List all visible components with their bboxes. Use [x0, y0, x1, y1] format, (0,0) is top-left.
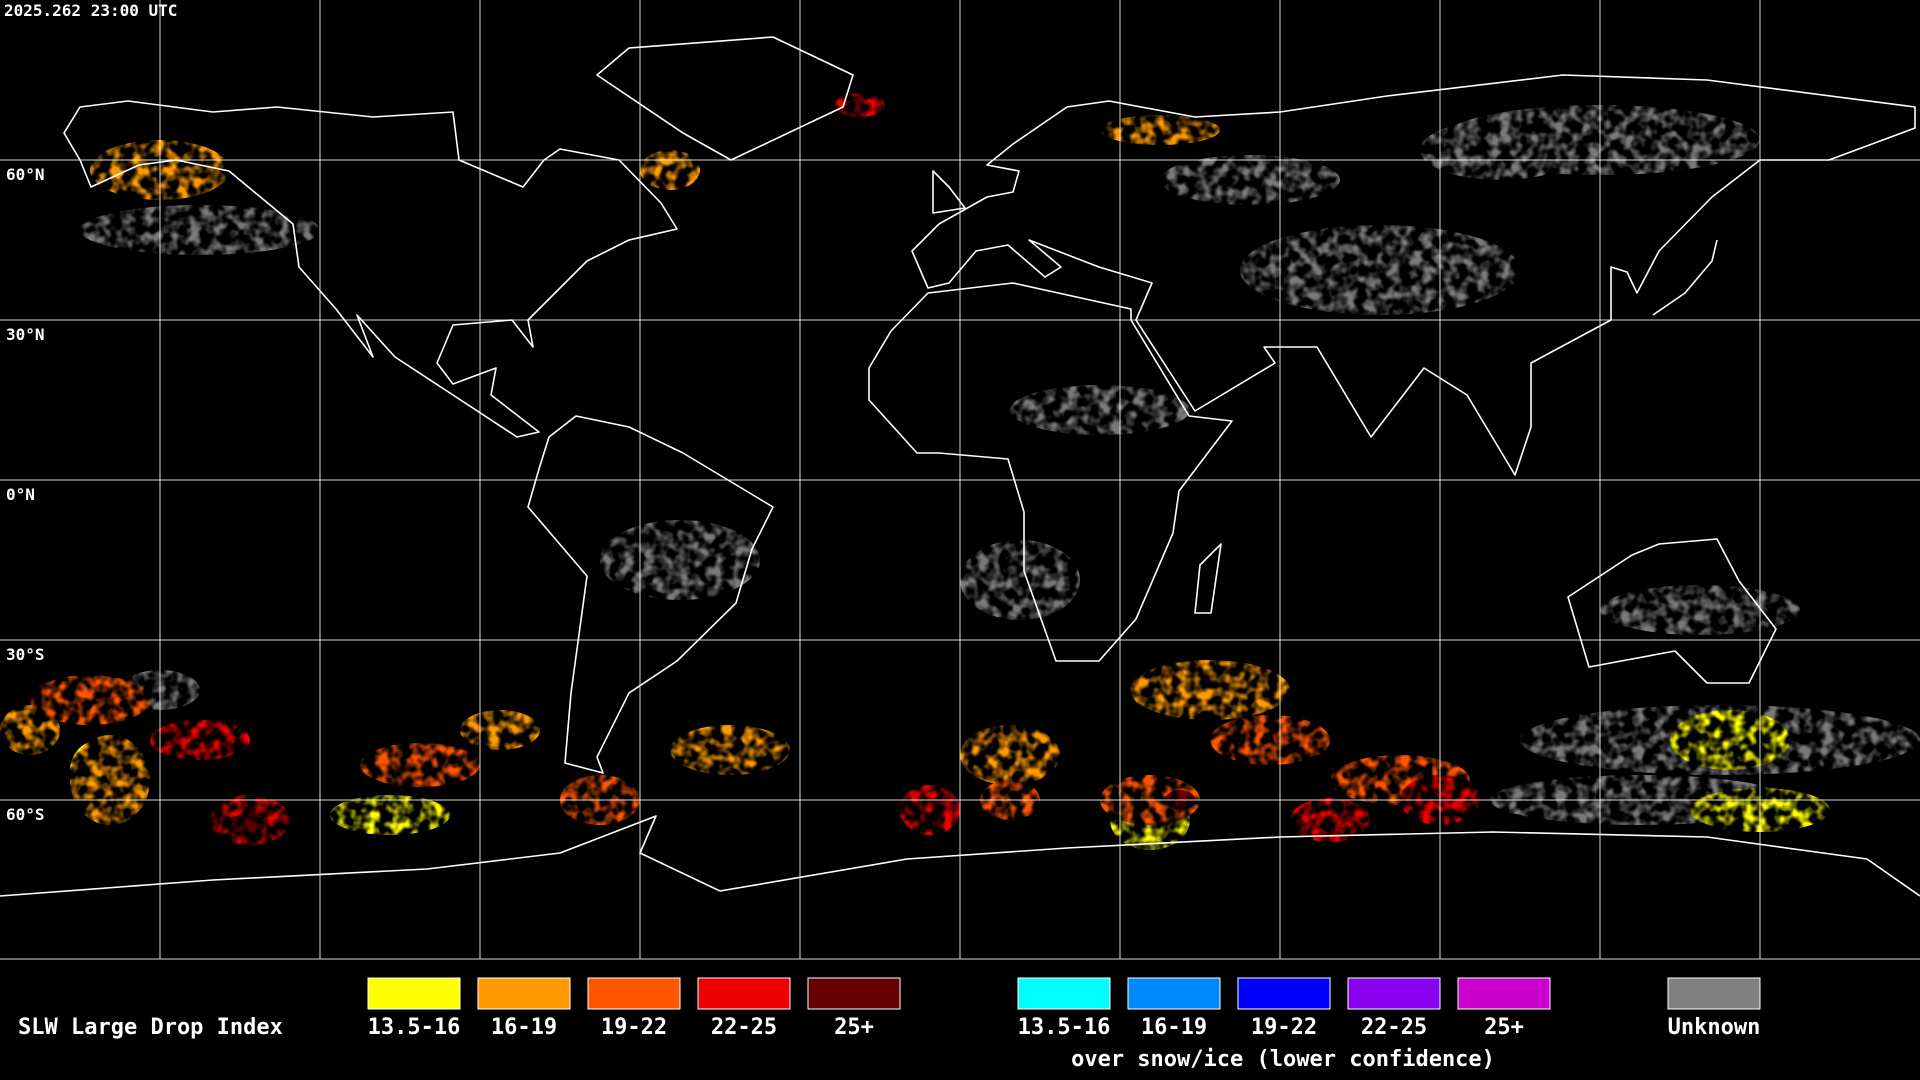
- timestamp: 2025.262 23:00 UTC: [4, 1, 177, 20]
- legend-swatch: [1127, 977, 1221, 1010]
- legend-swatch: [1457, 977, 1551, 1010]
- legend-label: 13.5-16: [368, 1015, 461, 1040]
- legend-swatch: [1017, 977, 1111, 1010]
- coastlines: [0, 36, 1920, 897]
- coast-africa: [868, 282, 1233, 662]
- legend-label: 22-25: [1361, 1015, 1427, 1040]
- coast-antarctica: [0, 815, 1920, 897]
- coast-eurasia: [911, 74, 1916, 476]
- legend-label: 19-22: [1251, 1015, 1317, 1040]
- latitude-label: 60°N: [6, 165, 45, 184]
- coast-uk: [932, 170, 966, 214]
- legend-swatch: [1347, 977, 1441, 1010]
- legend-swatch: [587, 977, 681, 1010]
- latitude-label: 0°N: [6, 485, 35, 504]
- legend-label: 16-19: [491, 1015, 557, 1040]
- latitude-label: 30°N: [6, 325, 45, 344]
- legend-swatch: [807, 977, 901, 1010]
- legend-swatch: [1667, 977, 1761, 1010]
- graticule: [0, 0, 1920, 960]
- latitude-label: 60°S: [6, 805, 45, 824]
- latitude-label: 30°S: [6, 645, 45, 664]
- coast-greenland: [596, 36, 854, 161]
- legend-label: Unknown: [1668, 1015, 1761, 1040]
- legend-label: 19-22: [601, 1015, 667, 1040]
- legend-swatch: [477, 977, 571, 1010]
- legend-title: SLW Large Drop Index: [18, 1015, 283, 1040]
- legend-label: 25+: [834, 1015, 874, 1040]
- latitude-labels: 60°N 30°N 0°N 30°S 60°S: [6, 165, 45, 824]
- coast-north-america: [63, 100, 678, 438]
- legend-label: 16-19: [1141, 1015, 1207, 1040]
- coast-japan: [1652, 239, 1718, 316]
- legend-label: 25+: [1484, 1015, 1524, 1040]
- coast-australia: [1567, 538, 1777, 684]
- legend-swatch: [1237, 977, 1331, 1010]
- legend-swatch: [367, 977, 461, 1010]
- coast-madagascar: [1194, 543, 1222, 614]
- legend: SLW Large Drop Index over snow/ice (lowe…: [18, 977, 1761, 1072]
- legend-label: 22-25: [711, 1015, 777, 1040]
- coast-south-america: [527, 415, 774, 774]
- legend-background: [0, 960, 1920, 1080]
- legend-swatch: [697, 977, 791, 1010]
- legend-label: 13.5-16: [1018, 1015, 1111, 1040]
- legend-note: over snow/ice (lower confidence): [1071, 1047, 1495, 1072]
